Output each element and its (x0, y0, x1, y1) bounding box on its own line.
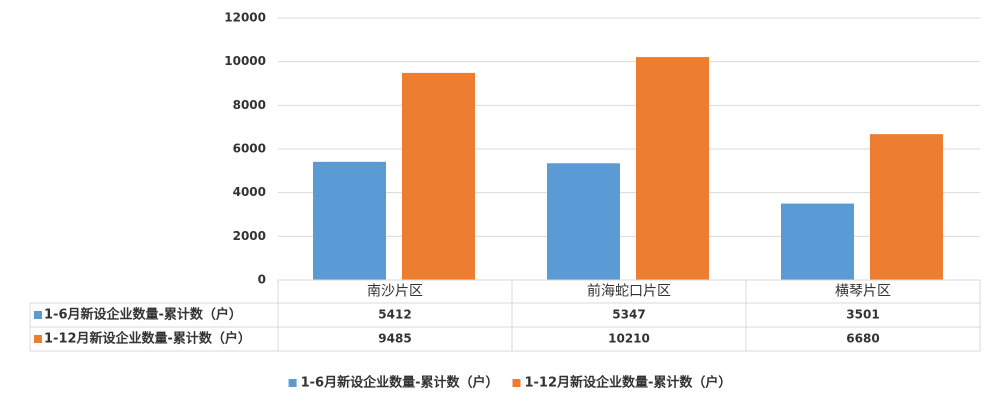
bar (547, 163, 620, 280)
y-tick-label: 12000 (224, 11, 266, 25)
legend-key (288, 379, 297, 387)
category-label: 横琴片区 (835, 284, 891, 300)
y-tick-label: 0 (258, 273, 266, 287)
bar (781, 203, 854, 280)
y-tick-label: 8000 (233, 98, 266, 112)
legend-key (512, 379, 521, 387)
table-value: 3501 (846, 308, 879, 322)
legend-label: 1-6月新设企业数量-累计数（户） (301, 375, 499, 391)
legend-label: 1-12月新设企业数量-累计数（户） (524, 375, 731, 391)
category-label: 南沙片区 (367, 284, 423, 300)
y-tick-label: 10000 (224, 54, 266, 68)
y-tick-label: 6000 (233, 142, 266, 156)
table-cell (745, 326, 981, 352)
table-value: 6680 (846, 332, 879, 346)
bar (870, 134, 943, 280)
bar (402, 72, 475, 281)
table-series-name: 1-12月新设企业数量-累计数（户） (44, 331, 251, 347)
table-value: 5412 (378, 308, 411, 322)
table-series-name: 1-6月新设企业数量-累计数（户） (44, 307, 242, 323)
y-tick-label: 2000 (233, 229, 266, 243)
table-value: 9485 (378, 332, 411, 346)
bar (636, 57, 709, 280)
table-value: 10210 (608, 332, 650, 346)
table-value: 5347 (612, 308, 645, 322)
bar (313, 161, 386, 280)
y-tick-label: 4000 (233, 185, 266, 199)
category-label: 前海蛇口片区 (587, 283, 671, 300)
table-legend-key (34, 335, 42, 343)
table-legend-key (34, 311, 42, 319)
